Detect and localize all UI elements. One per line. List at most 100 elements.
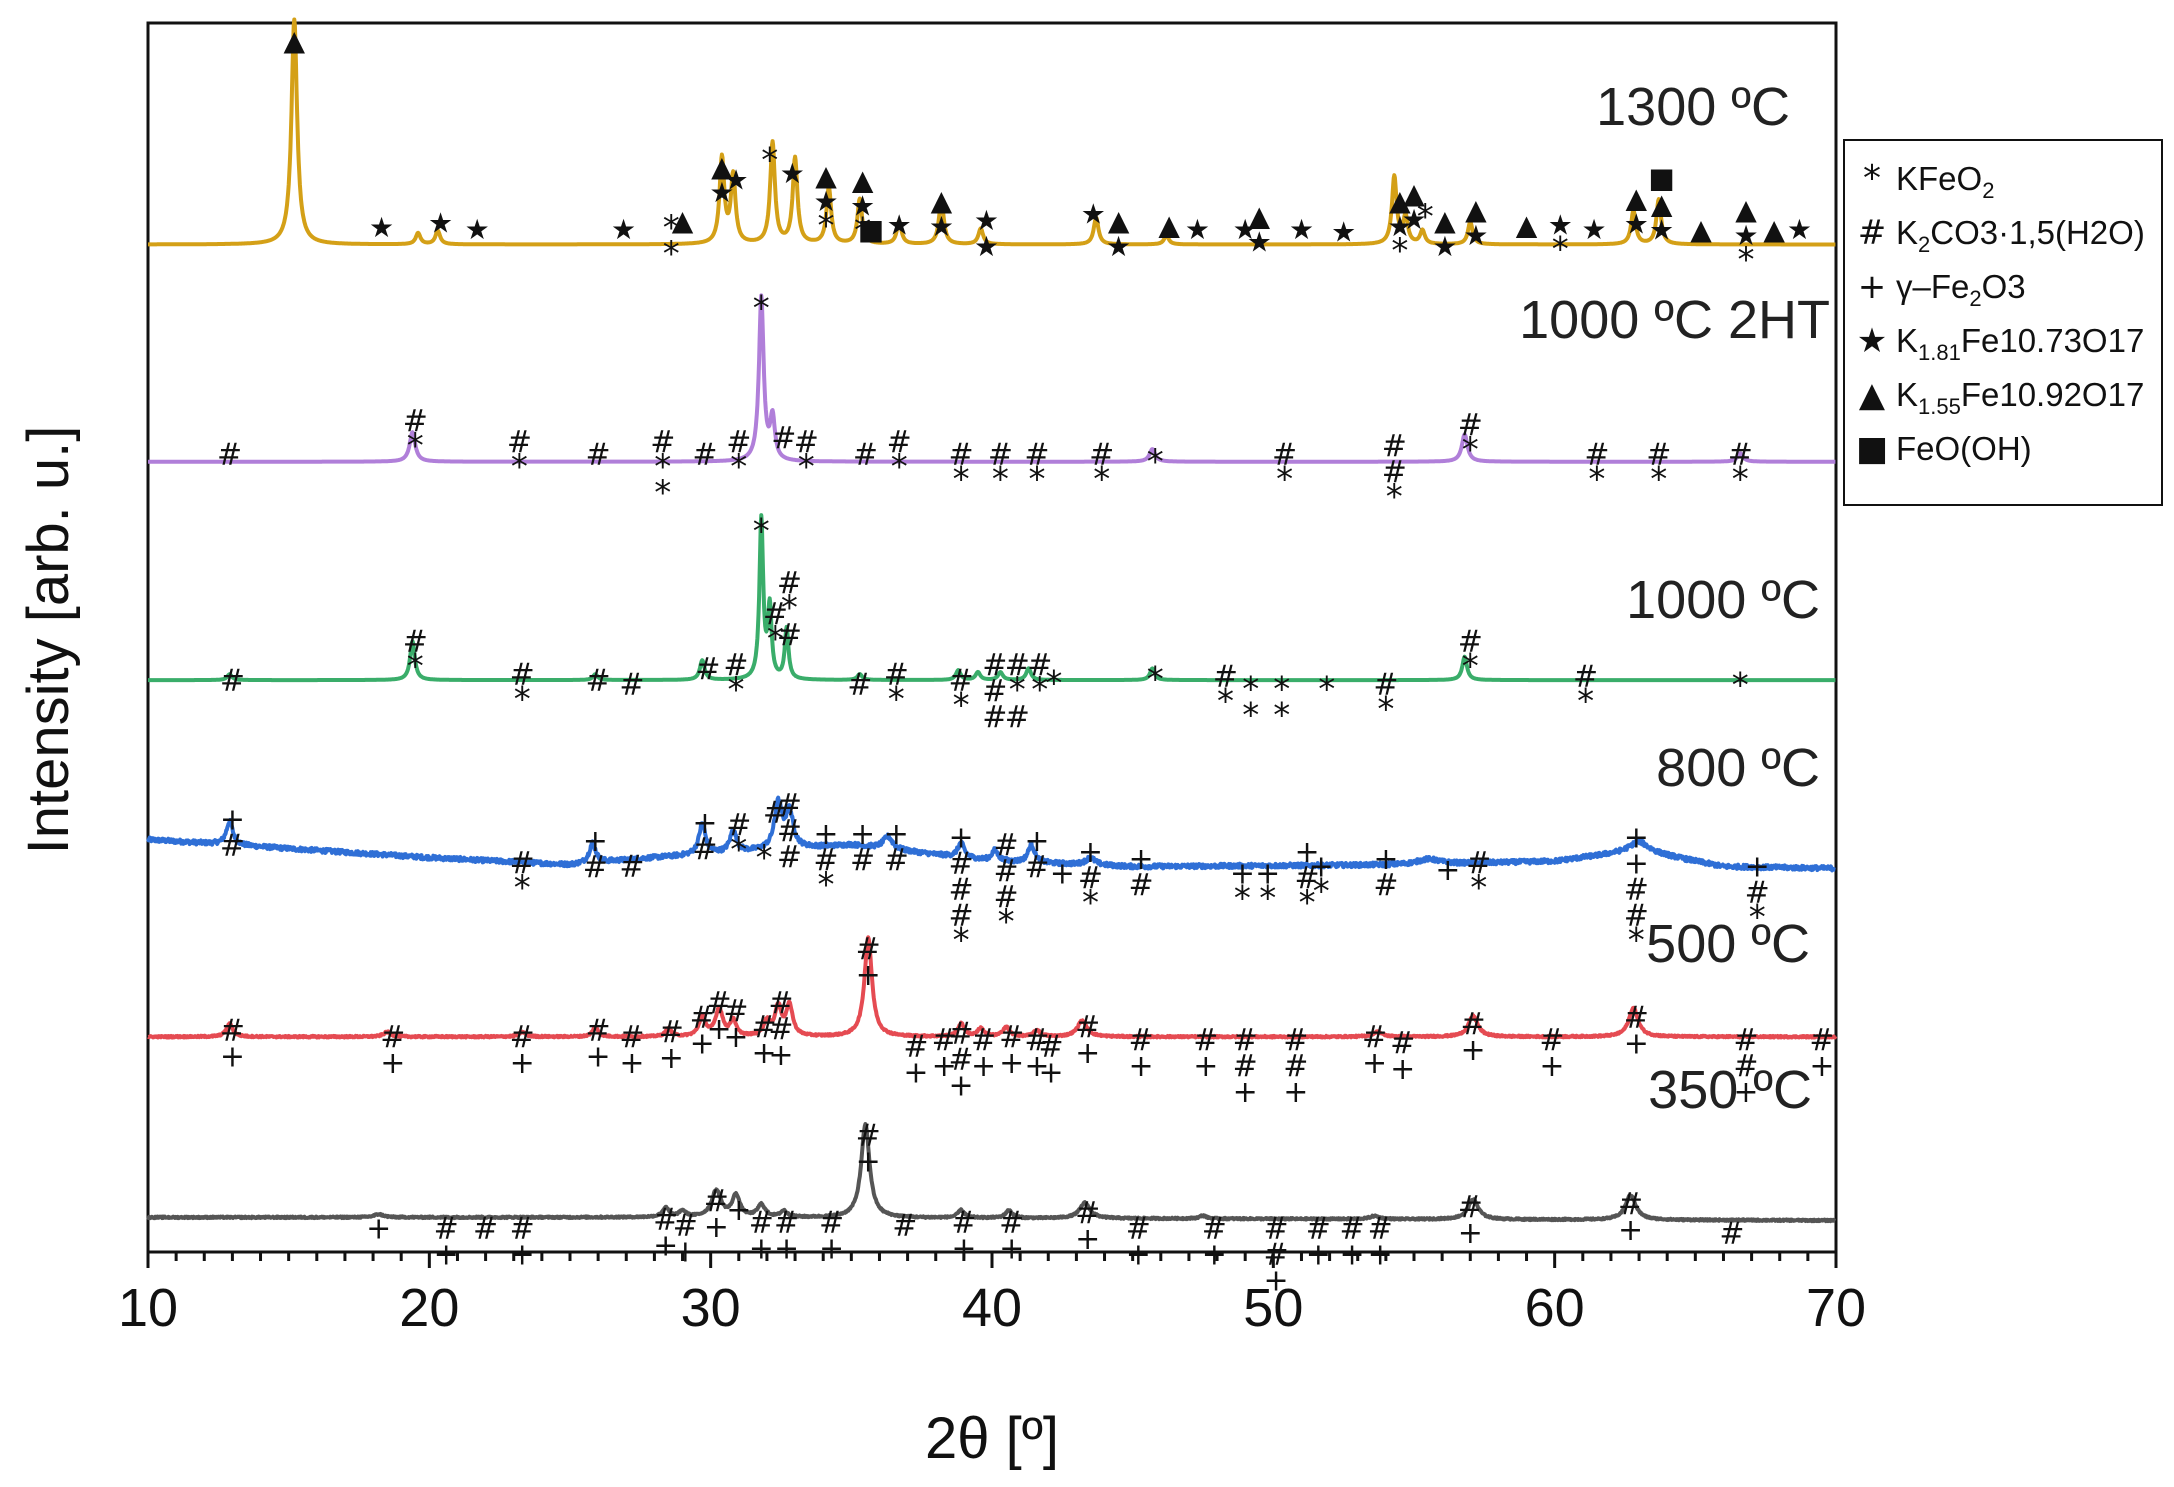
phase-marker: ★ — [1106, 230, 1131, 263]
x-tick-label: 10 — [118, 1278, 178, 1338]
phase-marker: # — [887, 425, 912, 460]
phase-marker: # — [949, 847, 974, 882]
phase-marker: # — [932, 1023, 957, 1058]
phase-marker: + — [690, 1027, 715, 1062]
phase-marker: # — [777, 566, 802, 601]
phase-marker: + — [434, 1238, 459, 1273]
phase-marker: ▲ — [815, 159, 837, 192]
phase-marker: # — [794, 425, 819, 460]
phase-marker: + — [1309, 849, 1334, 884]
phase-marker: # — [949, 1017, 974, 1052]
phase-marker: * — [761, 141, 778, 181]
phase-marker: ★ — [709, 176, 734, 209]
phase-marker: # — [434, 1212, 459, 1247]
phase-marker: * — [1009, 670, 1026, 710]
phase-marker: * — [1738, 240, 1755, 280]
phase-marker: # — [982, 700, 1007, 735]
phase-marker: ★ — [611, 213, 636, 246]
phase-marker: # — [1075, 1196, 1100, 1231]
phase-marker: # — [510, 658, 535, 693]
phase-marker: * — [1242, 669, 1259, 709]
phase-marker: * — [730, 447, 747, 487]
phase-marker: # — [847, 667, 872, 702]
phase-marker: ▲ — [1690, 213, 1712, 246]
phase-marker: # — [1362, 1020, 1387, 1055]
phase-marker: # — [1283, 1023, 1308, 1058]
phase-marker: ★ — [1582, 213, 1607, 246]
phase-marker: + — [1078, 835, 1103, 870]
phase-marker: * — [654, 473, 671, 513]
phase-marker: * — [1732, 665, 1749, 705]
phase-marker: * — [407, 426, 424, 466]
phase-marker: + — [1624, 847, 1649, 882]
phase-marker: + — [949, 821, 974, 856]
phase-marker: ★ — [369, 211, 394, 244]
phase-marker: * — [767, 619, 784, 659]
phase-marker: # — [777, 788, 802, 823]
phase-marker: # — [1213, 660, 1238, 695]
phase-marker: # — [994, 828, 1019, 863]
phase-marker: + — [583, 824, 608, 859]
phase-marker: # — [850, 843, 875, 878]
phase-marker: ★ — [1733, 219, 1758, 252]
phase-marker: + — [1264, 1264, 1289, 1299]
series-line-5 — [146, 1122, 1837, 1224]
phase-marker: ▲ — [1465, 193, 1487, 226]
phase-marker: # — [1368, 1212, 1393, 1247]
phase-marker: # — [1624, 1001, 1649, 1036]
phase-marker: # — [1624, 899, 1649, 934]
phase-marker: * — [1234, 879, 1251, 919]
phase-marker: * — [514, 868, 531, 908]
phase-marker: # — [1024, 850, 1049, 885]
phase-marker: # — [586, 1013, 611, 1048]
phase-marker: # — [583, 850, 608, 885]
phase-marker: * — [1273, 669, 1290, 709]
phase-marker: # — [999, 1020, 1024, 1055]
phase-marker: # — [1283, 1049, 1308, 1084]
phase-marker: + — [366, 1212, 391, 1247]
phase-marker: + — [1373, 842, 1398, 877]
phase-marker: + — [220, 803, 245, 838]
legend-symbol: ▲ — [1859, 375, 1886, 415]
phase-marker: # — [853, 438, 878, 473]
legend-symbol: ★ — [1857, 321, 1887, 361]
phase-marker: ★ — [850, 190, 875, 223]
phase-marker: ★ — [1463, 219, 1488, 252]
phase-marker: + — [707, 1012, 732, 1047]
phase-marker: ▲ — [1403, 177, 1425, 210]
phase-marker: * — [1273, 695, 1290, 735]
phase-marker: + — [1539, 1049, 1564, 1084]
phase-marker: * — [514, 680, 531, 720]
phase-marker: # — [1373, 868, 1398, 903]
legend-symbol: ■ — [1856, 429, 1888, 469]
phase-marker: ▲ — [711, 150, 733, 183]
phase-marker: # — [1075, 1010, 1100, 1045]
phase-marker: # — [1733, 1049, 1758, 1084]
phase-marker: ★ — [1081, 197, 1106, 230]
series-label-1: 1000 ºC 2HT — [1519, 290, 1830, 350]
phase-marker: + — [774, 1232, 799, 1267]
phase-marker: # — [999, 1206, 1024, 1241]
phase-marker: * — [1650, 460, 1667, 500]
phase-marker: * — [511, 447, 528, 487]
phase-marker: # — [1039, 1029, 1064, 1064]
phase-marker: + — [619, 1046, 644, 1081]
phase-marker: # — [777, 618, 802, 653]
phase-marker: ★ — [1247, 226, 1272, 259]
phase-marker: # — [1646, 438, 1671, 473]
phase-marker: + — [1024, 1049, 1049, 1084]
legend-label: K1.81Fe10.73O17 — [1896, 322, 2144, 365]
phase-marker: # — [1745, 875, 1770, 910]
phase-marker: + — [1461, 1033, 1486, 1068]
phase-marker: ★ — [1401, 203, 1426, 236]
series-label-3: 800 ºC — [1656, 738, 1820, 798]
phase-marker: + — [659, 1041, 684, 1076]
phase-marker: + — [673, 1235, 698, 1270]
phase-marker: * — [781, 588, 798, 628]
phase-marker: # — [1390, 1026, 1415, 1061]
phase-marker: * — [1045, 663, 1062, 703]
phase-marker: ★ — [1649, 213, 1674, 246]
phase-marker: ▲ — [1158, 209, 1180, 242]
phase-marker: # — [856, 932, 881, 967]
phase-marker: ■ — [1648, 161, 1674, 194]
